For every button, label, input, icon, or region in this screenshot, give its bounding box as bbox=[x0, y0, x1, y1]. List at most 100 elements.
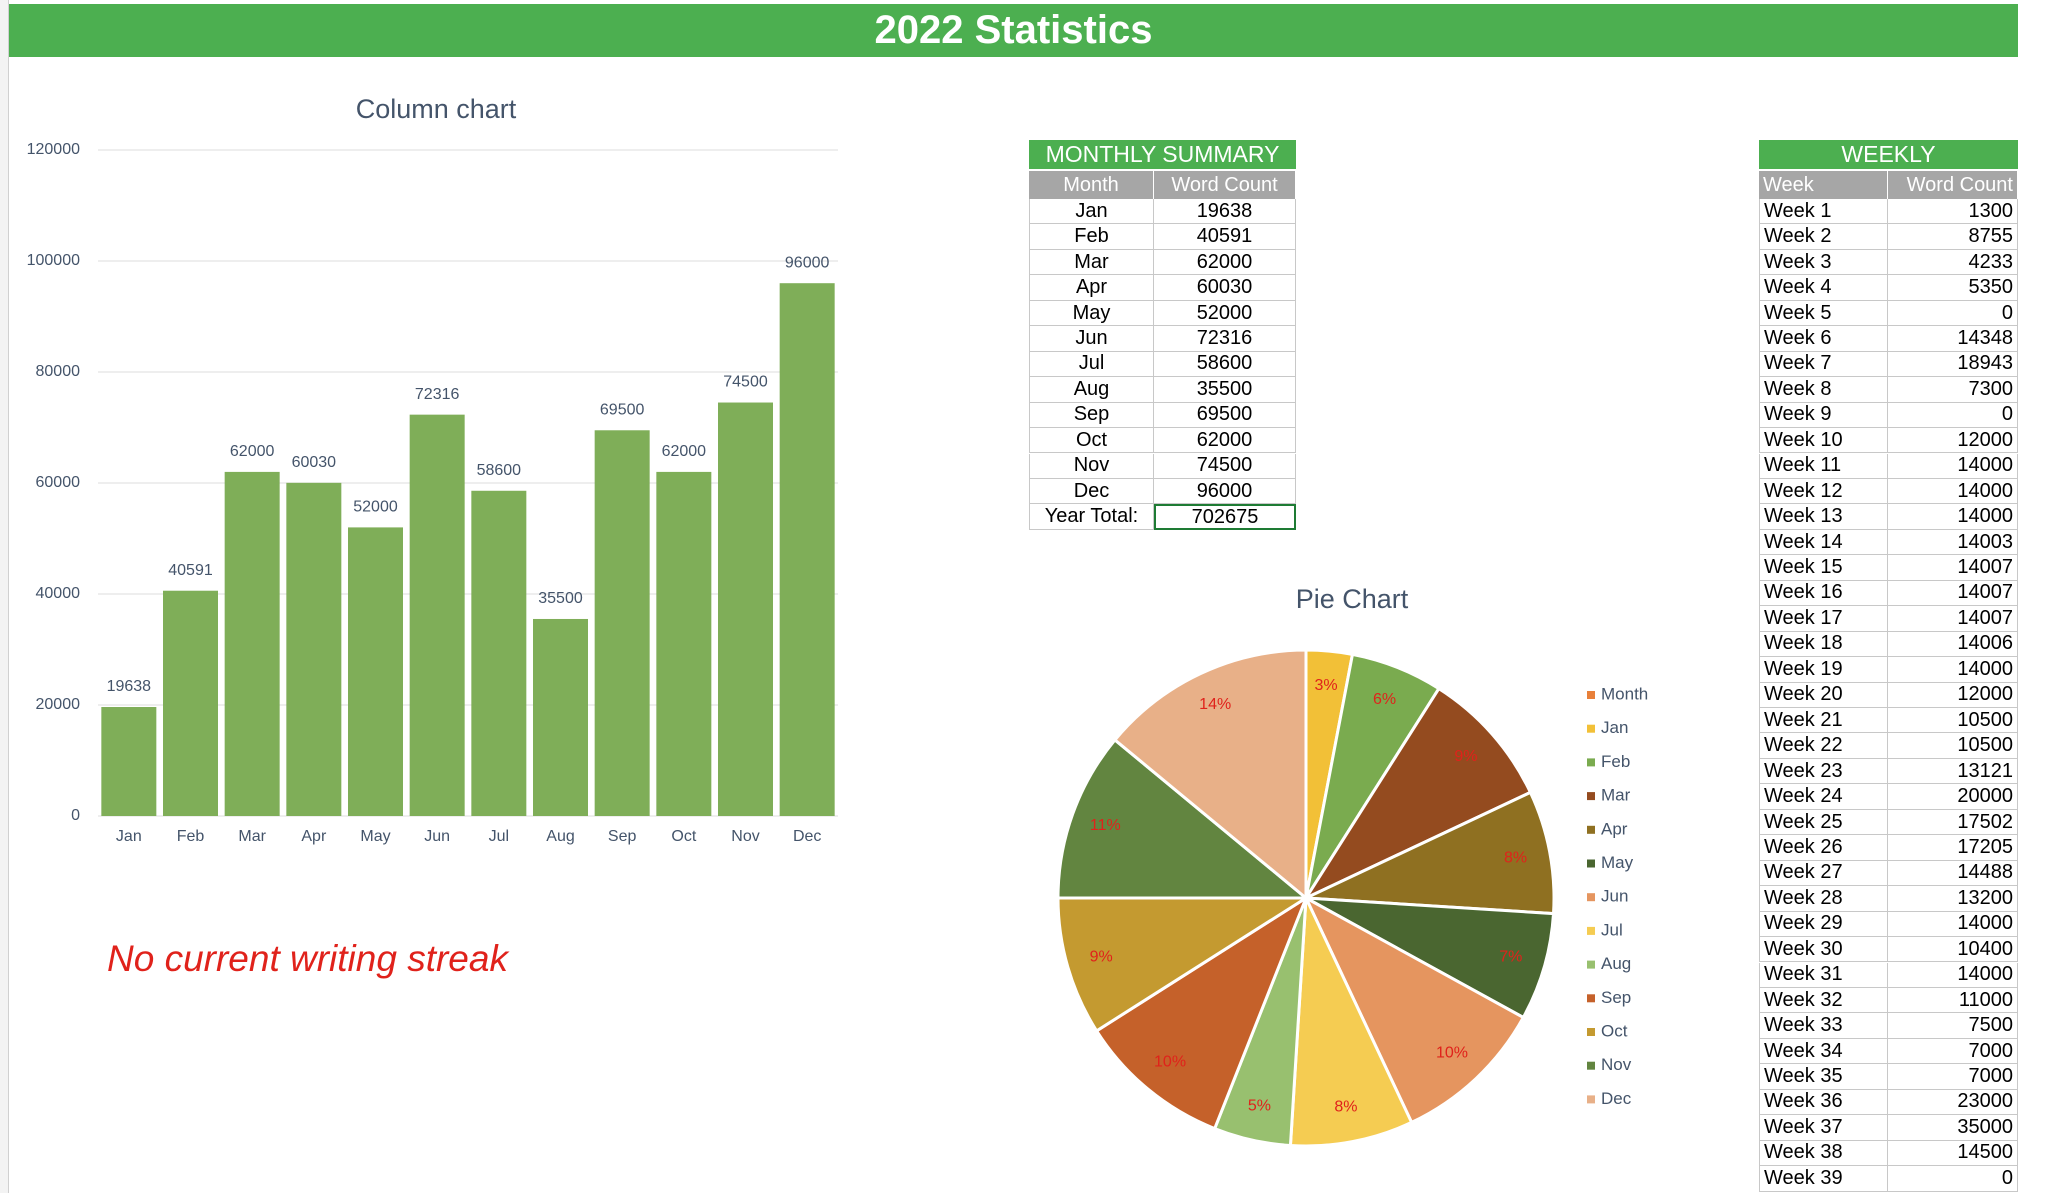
week: Week 18 bbox=[1759, 631, 1888, 658]
week: Week 26 bbox=[1759, 835, 1888, 861]
word-count: 69500 bbox=[1154, 402, 1296, 429]
row-header-strip bbox=[0, 0, 9, 1193]
bar bbox=[224, 471, 280, 816]
legend-label: Jun bbox=[1601, 887, 1628, 906]
data-label: 69500 bbox=[600, 401, 645, 418]
data-label: 10% bbox=[1436, 1045, 1468, 1062]
legend-marker bbox=[1587, 960, 1595, 969]
word-count: 74500 bbox=[1154, 453, 1296, 479]
data-label: 60030 bbox=[292, 454, 337, 471]
x-tick-label: Aug bbox=[546, 828, 574, 845]
bar bbox=[101, 707, 157, 816]
week: Week 1 bbox=[1759, 199, 1888, 225]
word-count: 7500 bbox=[1888, 1013, 2018, 1039]
week: Week 28 bbox=[1759, 886, 1888, 912]
y-tick-label: 120000 bbox=[27, 141, 80, 158]
word-count: 62000 bbox=[1154, 249, 1296, 276]
week: Week 39 bbox=[1759, 1166, 1888, 1192]
data-label: 5% bbox=[1248, 1097, 1271, 1114]
week: Week 22 bbox=[1759, 733, 1888, 759]
month: May bbox=[1029, 300, 1154, 327]
legend-label: Dec bbox=[1601, 1089, 1632, 1108]
table-title: MONTHLY SUMMARY bbox=[1029, 140, 1296, 169]
legend-label: Jan bbox=[1601, 718, 1628, 737]
bar bbox=[594, 430, 650, 816]
y-tick-label: 60000 bbox=[36, 474, 81, 491]
week: Week 38 bbox=[1759, 1140, 1888, 1167]
bar bbox=[533, 618, 588, 816]
week: Week 10 bbox=[1759, 428, 1888, 454]
word-count: 18943 bbox=[1888, 351, 2018, 378]
column-header: Month bbox=[1029, 171, 1154, 199]
word-count: 23000 bbox=[1888, 1089, 2018, 1116]
bar bbox=[779, 283, 835, 816]
legend-marker bbox=[1587, 758, 1595, 767]
x-tick-label: Feb bbox=[177, 828, 205, 845]
legend-marker bbox=[1587, 1028, 1595, 1036]
word-count: 7300 bbox=[1888, 377, 2018, 403]
data-label: 58600 bbox=[477, 462, 522, 479]
word-count: 14348 bbox=[1888, 326, 2018, 352]
week: Week 20 bbox=[1759, 682, 1888, 708]
legend-label: Apr bbox=[1601, 819, 1628, 838]
week: Week 16 bbox=[1759, 580, 1888, 607]
word-count: 17502 bbox=[1888, 809, 2018, 836]
month: Apr bbox=[1029, 275, 1154, 301]
legend-label: Feb bbox=[1601, 752, 1630, 771]
week: Week 2 bbox=[1759, 224, 1888, 250]
word-count: 52000 bbox=[1154, 300, 1296, 327]
week: Week 13 bbox=[1759, 504, 1888, 530]
month: Dec bbox=[1029, 478, 1154, 505]
legend-label: Sep bbox=[1601, 988, 1631, 1007]
word-count: 60030 bbox=[1154, 275, 1296, 301]
word-count: 12000 bbox=[1888, 682, 2018, 708]
word-count: 20000 bbox=[1888, 784, 2018, 810]
column-header: Word Count bbox=[1154, 171, 1296, 199]
word-count: 62000 bbox=[1154, 428, 1296, 454]
x-tick-label: May bbox=[360, 828, 390, 845]
bar bbox=[471, 490, 527, 816]
word-count: 14000 bbox=[1888, 911, 2018, 938]
data-label: 11% bbox=[1090, 817, 1121, 834]
legend-label: Month bbox=[1601, 684, 1648, 703]
bar bbox=[409, 414, 465, 816]
page-title: 2022 Statistics bbox=[9, 4, 2018, 57]
week: Week 6 bbox=[1759, 326, 1888, 352]
word-count: 14488 bbox=[1888, 860, 2018, 887]
word-count: 8755 bbox=[1888, 224, 2018, 250]
word-count: 11000 bbox=[1888, 987, 2018, 1014]
word-count: 7000 bbox=[1888, 1064, 2018, 1090]
data-label: 9% bbox=[1090, 949, 1113, 966]
pie-slice bbox=[1056, 737, 1311, 900]
pie-slice bbox=[1302, 894, 1526, 1125]
data-label: 96000 bbox=[785, 254, 830, 271]
y-tick-label: 0 bbox=[71, 807, 80, 824]
word-count: 10500 bbox=[1888, 733, 2018, 759]
week: Week 34 bbox=[1759, 1038, 1888, 1065]
data-label: 52000 bbox=[353, 499, 398, 516]
word-count: 14000 bbox=[1888, 504, 2018, 530]
week: Week 3 bbox=[1759, 249, 1888, 276]
month: Jul bbox=[1029, 351, 1154, 378]
week: Week 8 bbox=[1759, 377, 1888, 403]
word-count: 13121 bbox=[1888, 758, 2018, 785]
word-count: 14007 bbox=[1888, 555, 2018, 581]
word-count: 96000 bbox=[1154, 478, 1296, 505]
month: Oct bbox=[1029, 428, 1154, 454]
legend-marker bbox=[1587, 691, 1595, 699]
week: Week 30 bbox=[1759, 937, 1888, 963]
word-count: 40591 bbox=[1154, 224, 1296, 250]
data-label: 14% bbox=[1199, 696, 1231, 713]
week: Week 14 bbox=[1759, 529, 1888, 556]
legend-marker bbox=[1587, 724, 1595, 733]
month: Nov bbox=[1029, 453, 1154, 479]
word-count: 4233 bbox=[1888, 249, 2018, 276]
word-count: 1300 bbox=[1888, 199, 2018, 225]
y-tick-label: 20000 bbox=[36, 696, 81, 713]
week: Week 37 bbox=[1759, 1115, 1888, 1141]
x-tick-label: Jul bbox=[489, 828, 509, 845]
legend-marker bbox=[1587, 926, 1595, 935]
word-count: 19638 bbox=[1154, 199, 1296, 225]
